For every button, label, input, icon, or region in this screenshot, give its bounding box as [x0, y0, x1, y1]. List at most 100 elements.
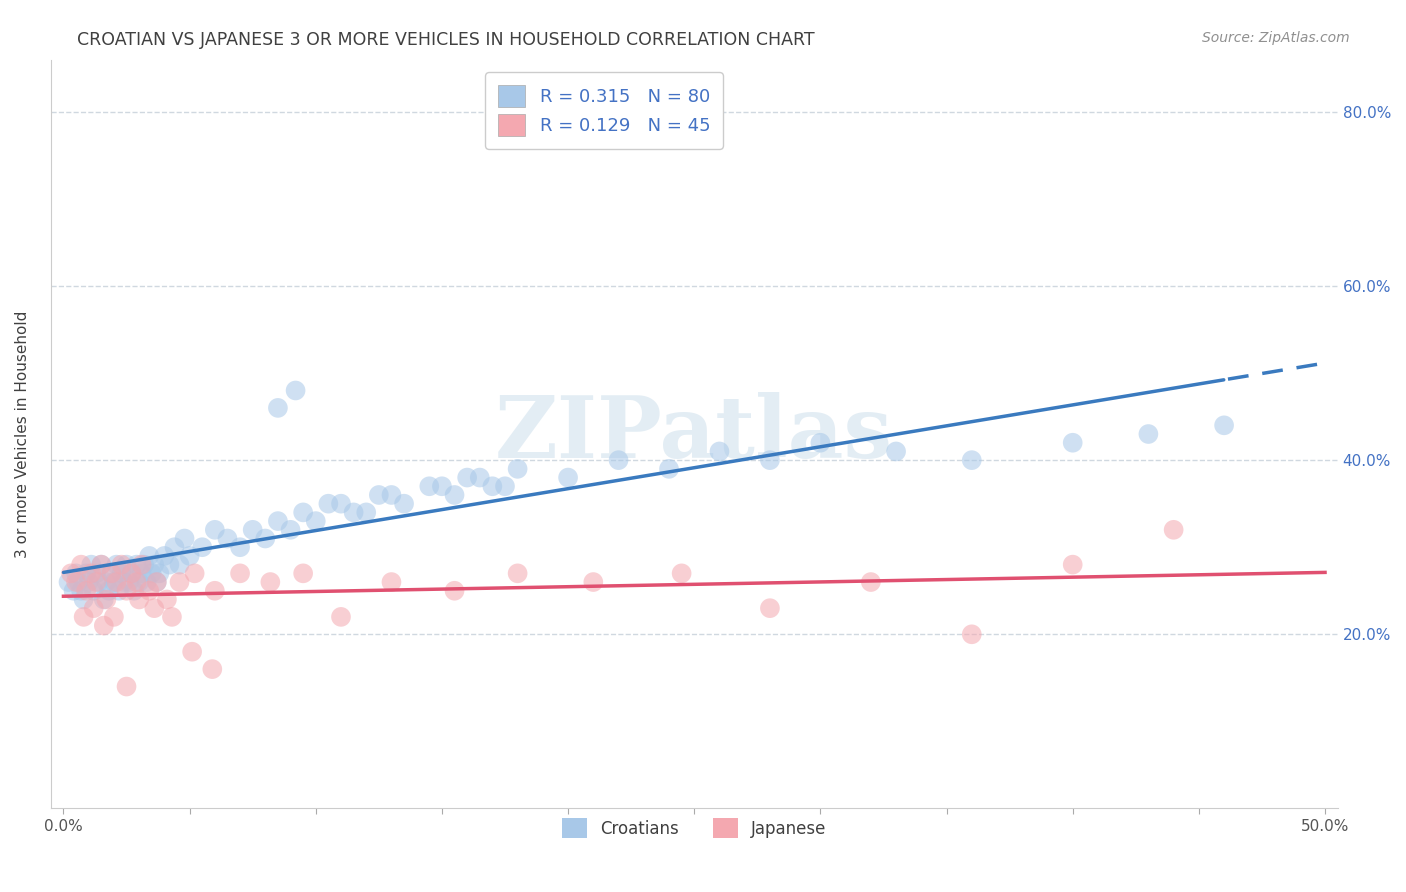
Point	[217, 532, 239, 546]
Point	[607, 453, 630, 467]
Point	[292, 505, 315, 519]
Point	[80, 566, 103, 581]
Point	[506, 462, 529, 476]
Point	[330, 497, 353, 511]
Point	[65, 575, 87, 590]
Point	[354, 505, 377, 519]
Point	[443, 488, 465, 502]
Point	[280, 523, 302, 537]
Point	[105, 558, 128, 572]
Point	[93, 592, 115, 607]
Point	[506, 566, 529, 581]
Point	[115, 558, 138, 572]
Point	[141, 566, 163, 581]
Point	[229, 540, 252, 554]
Point	[582, 575, 605, 590]
Point	[72, 610, 94, 624]
Point	[75, 583, 97, 598]
Point	[83, 601, 105, 615]
Point	[160, 610, 183, 624]
Text: Source: ZipAtlas.com: Source: ZipAtlas.com	[1202, 31, 1350, 45]
Point	[343, 505, 366, 519]
Point	[204, 523, 226, 537]
Point	[318, 497, 340, 511]
Point	[1213, 418, 1236, 433]
Point	[418, 479, 440, 493]
Point	[1163, 523, 1185, 537]
Point	[267, 401, 290, 415]
Point	[100, 566, 122, 581]
Legend: Croatians, Japanese: Croatians, Japanese	[555, 812, 832, 845]
Point	[494, 479, 516, 493]
Point	[143, 601, 166, 615]
Point	[58, 575, 80, 590]
Point	[808, 435, 831, 450]
Point	[242, 523, 264, 537]
Point	[1062, 558, 1084, 572]
Point	[181, 645, 204, 659]
Point	[960, 627, 983, 641]
Point	[267, 514, 290, 528]
Point	[72, 592, 94, 607]
Point	[671, 566, 693, 581]
Point	[859, 575, 882, 590]
Point	[84, 575, 107, 590]
Point	[759, 601, 782, 615]
Point	[173, 532, 195, 546]
Point	[105, 575, 128, 590]
Point	[125, 575, 148, 590]
Point	[80, 558, 103, 572]
Point	[443, 583, 465, 598]
Point	[380, 575, 402, 590]
Point	[131, 558, 153, 572]
Point	[67, 575, 90, 590]
Point	[156, 592, 179, 607]
Point	[284, 384, 307, 398]
Point	[128, 592, 150, 607]
Point	[430, 479, 453, 493]
Point	[183, 566, 205, 581]
Point	[118, 575, 141, 590]
Point	[70, 583, 93, 598]
Point	[201, 662, 224, 676]
Point	[125, 558, 148, 572]
Point	[77, 575, 100, 590]
Point	[557, 470, 579, 484]
Point	[759, 453, 782, 467]
Point	[380, 488, 402, 502]
Point	[148, 566, 170, 581]
Point	[90, 558, 112, 572]
Point	[179, 549, 201, 563]
Point	[157, 558, 180, 572]
Point	[60, 566, 83, 581]
Point	[128, 575, 150, 590]
Point	[163, 540, 186, 554]
Point	[97, 583, 120, 598]
Point	[138, 583, 160, 598]
Point	[229, 566, 252, 581]
Point	[153, 549, 176, 563]
Point	[146, 575, 169, 590]
Point	[108, 583, 131, 598]
Point	[87, 575, 110, 590]
Y-axis label: 3 or more Vehicles in Household: 3 or more Vehicles in Household	[15, 310, 30, 558]
Point	[121, 566, 143, 581]
Point	[305, 514, 328, 528]
Point	[204, 583, 226, 598]
Point	[138, 549, 160, 563]
Point	[292, 566, 315, 581]
Point	[330, 610, 353, 624]
Point	[103, 575, 125, 590]
Point	[658, 462, 681, 476]
Point	[146, 575, 169, 590]
Point	[110, 566, 132, 581]
Point	[83, 583, 105, 598]
Point	[191, 540, 214, 554]
Point	[103, 610, 125, 624]
Point	[121, 566, 143, 581]
Point	[254, 532, 277, 546]
Point	[960, 453, 983, 467]
Point	[110, 558, 132, 572]
Point	[115, 680, 138, 694]
Point	[131, 566, 153, 581]
